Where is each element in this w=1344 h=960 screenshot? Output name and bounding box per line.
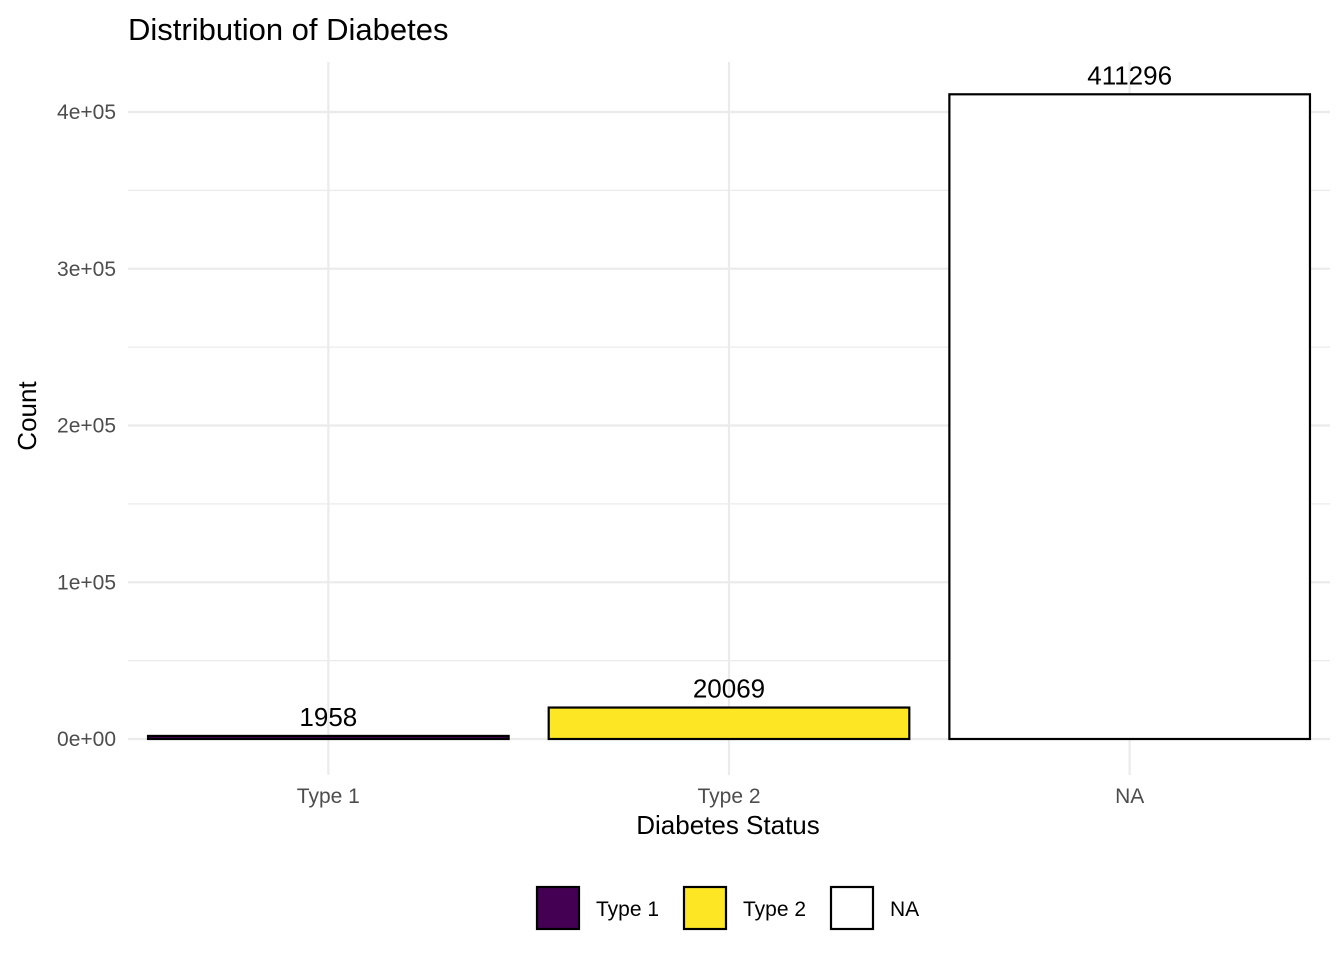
y-axis-label: Count <box>12 381 42 451</box>
bars <box>146 93 1312 741</box>
legend-key <box>682 885 728 931</box>
data-label: 1958 <box>299 702 357 732</box>
y-tick-label: 4e+05 <box>57 101 116 124</box>
y-tick-label: 1e+05 <box>57 571 116 594</box>
x-tick-label: Type 2 <box>697 785 760 808</box>
y-tick-label: 2e+05 <box>57 415 116 438</box>
y-tick-label: 0e+00 <box>57 728 116 751</box>
bar <box>146 734 510 741</box>
legend-label: NA <box>890 898 919 921</box>
bar <box>547 706 911 741</box>
legend-label: Type 2 <box>743 898 806 921</box>
data-label: 411296 <box>1087 60 1172 90</box>
legend-key <box>829 885 875 931</box>
x-axis-ticks: Type 1 Type 2 NA <box>297 785 1144 808</box>
bar <box>948 93 1312 741</box>
x-tick-label: Type 1 <box>297 785 360 808</box>
data-labels: 1958 20069 411296 <box>299 60 1172 732</box>
x-tick-label: NA <box>1115 785 1144 808</box>
y-axis-ticks: 0e+00 1e+05 2e+05 3e+05 4e+05 <box>57 101 116 751</box>
y-tick-label: 3e+05 <box>57 258 116 281</box>
legend: Type 1 Type 2 NA <box>535 885 919 931</box>
legend-label: Type 1 <box>596 898 659 921</box>
legend-key <box>535 885 581 931</box>
chart-title: Distribution of Diabetes <box>128 12 449 47</box>
data-label: 20069 <box>693 674 765 704</box>
x-axis-label: Diabetes Status <box>636 810 820 840</box>
